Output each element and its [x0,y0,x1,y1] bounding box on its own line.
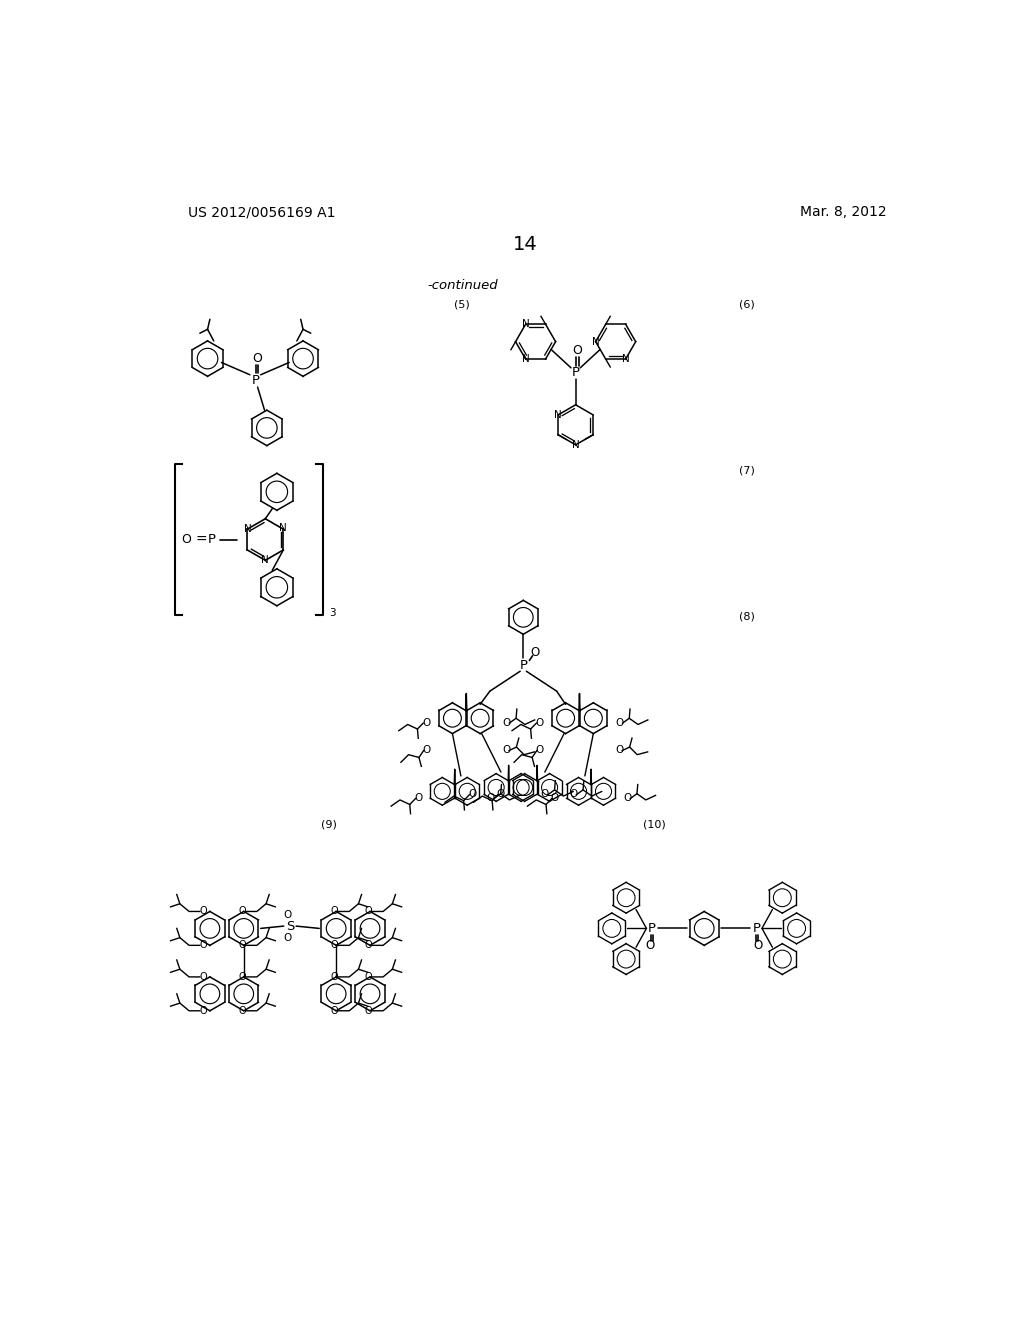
Text: US 2012/0056169 A1: US 2012/0056169 A1 [188,206,336,219]
Text: O: O [284,933,292,944]
Text: O: O [200,940,208,950]
Text: O: O [422,718,430,727]
Text: (5): (5) [454,300,470,310]
Text: N: N [261,556,268,565]
Text: N: N [592,337,599,347]
Text: O: O [754,939,763,952]
Text: O: O [497,789,505,800]
Text: (9): (9) [322,820,337,829]
Text: O: O [365,972,373,982]
Text: O: O [572,345,582,358]
Text: O: O [646,939,655,952]
Text: O: O [252,352,262,366]
Text: P: P [571,366,580,379]
Text: O: O [365,907,373,916]
Text: P: P [648,921,655,935]
Text: O: O [365,940,373,950]
Text: O: O [331,940,338,950]
Text: N: N [521,319,529,329]
Text: O: O [468,789,476,800]
Text: N: N [622,354,630,364]
Text: O: O [502,718,510,727]
Text: 3: 3 [330,609,336,619]
Text: O: O [536,718,544,727]
Text: O: O [239,1006,246,1016]
Text: O: O [200,1006,208,1016]
Text: O: O [284,911,292,920]
Text: O: O [551,793,559,804]
Text: O: O [569,789,578,800]
Text: -continued: -continued [427,279,498,292]
Text: O: O [239,940,246,950]
Text: N: N [244,524,252,535]
Text: O: O [486,793,495,804]
Text: O: O [200,907,208,916]
Text: O: O [239,972,246,982]
Text: O: O [502,744,510,755]
Text: 14: 14 [512,235,538,255]
Text: P: P [251,374,259,387]
Text: P: P [519,659,527,672]
Text: O: O [615,718,624,727]
Text: O: O [200,972,208,982]
Text: (6): (6) [738,300,755,310]
Text: N: N [521,354,529,364]
Text: O: O [181,533,190,546]
Text: O: O [331,907,338,916]
Text: (8): (8) [738,611,755,622]
Text: O: O [365,1006,373,1016]
Text: O: O [623,793,632,804]
Text: O: O [536,744,544,755]
Text: O: O [331,972,338,982]
Text: S: S [286,920,294,933]
Text: N: N [554,409,562,420]
Text: O: O [415,793,423,804]
Text: O: O [331,1006,338,1016]
Text: O: O [541,789,549,800]
Text: Mar. 8, 2012: Mar. 8, 2012 [801,206,887,219]
Text: =: = [196,532,207,546]
Text: P: P [753,921,761,935]
Text: P: P [208,533,216,546]
Text: O: O [530,647,540,659]
Text: (7): (7) [738,465,755,475]
Text: (10): (10) [643,820,666,829]
Text: N: N [280,523,287,532]
Text: N: N [571,440,580,450]
Text: O: O [239,907,246,916]
Text: O: O [423,744,431,755]
Text: O: O [615,744,624,755]
